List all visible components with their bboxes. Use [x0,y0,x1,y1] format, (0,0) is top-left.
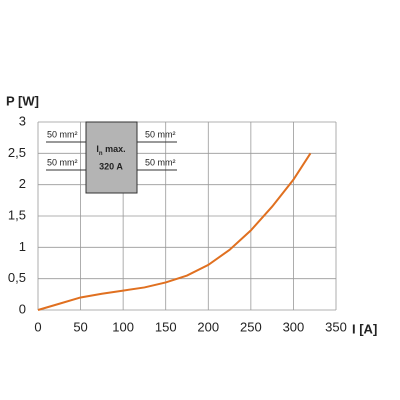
y-tick-label: 0,5 [8,270,26,285]
x-tick-label: 300 [283,319,305,334]
inset-box [85,121,138,194]
x-tick-label: 200 [197,319,219,334]
current-subscript: n [99,151,103,157]
current-suffix: max. [103,144,126,154]
y-tick-label: 2 [19,176,26,191]
inset-cross-section: 50 mm² [47,129,78,139]
y-tick-label: 1 [19,239,26,254]
x-tick-label: 100 [112,319,134,334]
current-symbol: I [96,144,99,154]
y-tick-label: 3 [19,113,26,128]
y-tick-label: 2,5 [8,145,26,160]
y-tick-label: 0 [19,301,26,316]
inset-cross-section: 50 mm² [145,157,176,167]
x-tick-label: 0 [34,319,41,334]
inset-rating: 320 A [99,161,123,171]
y-tick-label: 1,5 [8,207,26,222]
x-tick-label: 50 [73,319,87,334]
line [37,152,312,311]
inset: 50 mm² 50 mm² 50 mm² 50 mm² In max. 320 … [46,121,177,194]
y-axis-label: P [W] [6,93,39,108]
x-tick-label: 350 [325,319,347,334]
x-tick-label: 250 [240,319,262,334]
x-axis-label: I [A] [352,321,377,336]
inset-cross-section: 50 mm² [145,129,176,139]
inset-cross-section: 50 mm² [47,157,78,167]
x-tick-label: 150 [155,319,177,334]
inset-current: In max. [96,144,125,156]
